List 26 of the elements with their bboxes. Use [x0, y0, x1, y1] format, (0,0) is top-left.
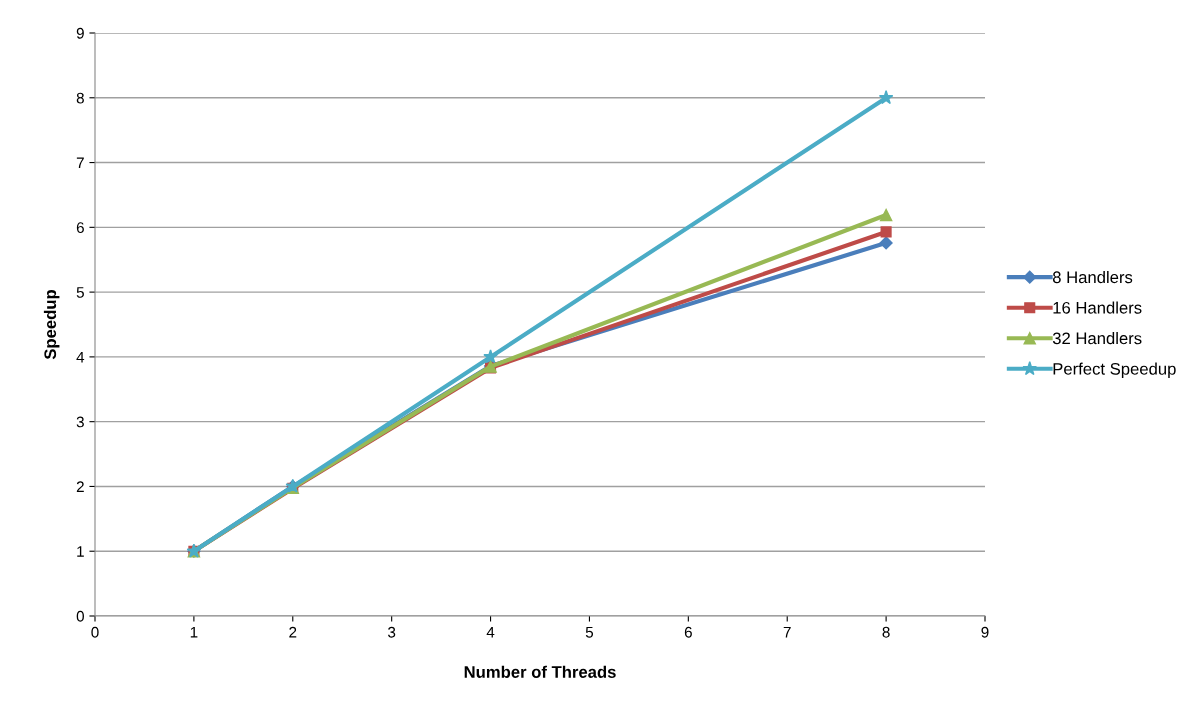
legend-label: Perfect Speedup	[1053, 362, 1176, 379]
x-tick-label: 9	[981, 626, 989, 638]
x-axis-title: Number of Threads	[464, 665, 616, 678]
x-tick-label: 7	[783, 626, 791, 638]
y-tick-label: 7	[76, 157, 84, 169]
x-tick-label: 0	[91, 626, 99, 638]
y-tick-label: 5	[76, 287, 84, 298]
x-tick-label: 1	[190, 626, 198, 638]
x-tick-label: 2	[289, 626, 297, 638]
legend-label: 32 Handlers	[1052, 332, 1142, 345]
y-tick-label: 1	[77, 546, 84, 557]
legend-label: 8 Handlers	[1052, 270, 1133, 284]
x-tick-label: 3	[388, 626, 396, 638]
y-tick-label: 4	[76, 351, 85, 363]
y-tick-label: 2	[76, 481, 84, 492]
y-tick-label: 3	[76, 416, 84, 428]
y-axis-title: Speedup	[43, 289, 60, 360]
y-tick-label: 9	[76, 27, 84, 39]
x-tick-label: 4	[486, 626, 495, 638]
legend-label: 16 Handlers	[1053, 301, 1142, 314]
y-tick-label: 8	[76, 92, 84, 104]
x-tick-label: 6	[684, 626, 692, 638]
y-tick-label: 0	[76, 610, 84, 622]
y-tick-label: 6	[76, 222, 84, 234]
x-tick-label: 5	[585, 626, 594, 638]
x-tick-label: 8	[882, 626, 890, 638]
